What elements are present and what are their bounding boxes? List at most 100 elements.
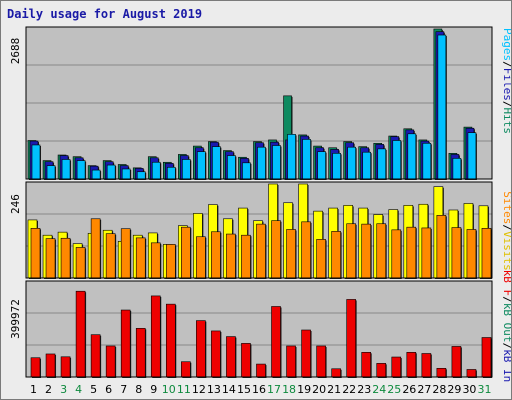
x-tick-label: 31: [477, 383, 491, 396]
x-tick-label: 8: [135, 383, 142, 396]
x-tick-label: 27: [417, 383, 431, 396]
pages-bar: [182, 159, 191, 180]
x-tick-label: 11: [177, 383, 191, 396]
sites-bar: [451, 227, 462, 279]
sites-bar: [75, 247, 86, 279]
kb-f-bar: [30, 357, 41, 378]
kb-f-bar: [451, 346, 462, 378]
x-tick-label: 29: [447, 383, 461, 396]
pages-bar: [166, 166, 176, 180]
pages-bar: [212, 146, 221, 180]
sites-bar: [256, 223, 266, 279]
x-tick-label: 30: [462, 383, 476, 396]
pages-bar: [317, 151, 326, 180]
kb-f-bar: [165, 303, 176, 378]
pages-bar: [287, 134, 296, 180]
legend-part: /: [501, 224, 511, 231]
x-tick-label: 3: [60, 383, 67, 396]
kb-f-bar: [436, 368, 447, 378]
x-tick-label: 6: [105, 383, 112, 396]
pages-bar: [76, 160, 86, 180]
x-tick-label: 23: [357, 383, 371, 396]
pages-bar: [452, 158, 462, 180]
sites-bar: [105, 233, 116, 279]
sites-bar: [135, 237, 146, 279]
sites-bar: [376, 223, 387, 279]
x-tick-label: 25: [387, 383, 401, 396]
x-tick-label: 5: [90, 383, 97, 396]
sites-bar: [181, 226, 191, 279]
kb-f-bar: [421, 353, 432, 378]
kb-f-bar: [226, 336, 236, 378]
legend-part: Sites: [501, 191, 511, 224]
kb-f-bar: [256, 363, 266, 378]
x-tick-label: 24: [372, 383, 386, 396]
legend-part: /: [501, 101, 511, 108]
pages-bar: [347, 146, 356, 180]
sites-bar: [331, 231, 341, 279]
panel-border: [25, 181, 493, 279]
x-axis-day-labels: 1 2 3 4 5 6 7 8 9 10 11 12 13 14 15 16 17 18 19 20 21 22 23 24 2…: [30, 383, 491, 396]
pages-bar: [91, 169, 101, 180]
sites-bar: [271, 220, 281, 279]
kb-f-bar: [361, 352, 372, 378]
middle-legend: Sites/Visits: [501, 191, 511, 271]
x-tick-label: 17: [267, 383, 281, 396]
sites-bar: [436, 215, 447, 279]
kb-f-bar: [60, 356, 71, 378]
kb-f-bar: [376, 363, 387, 378]
kb-f-bar: [211, 330, 221, 378]
legend-part: kB Out: [501, 303, 511, 343]
x-tick-label: 20: [312, 383, 326, 396]
kb-f-bar: [481, 337, 492, 378]
sites-bar: [301, 221, 311, 279]
pages-bar: [332, 153, 341, 180]
kb-f-bar: [316, 345, 326, 378]
x-tick-label: 21: [327, 383, 341, 396]
kb-f-bar: [75, 290, 86, 378]
top-axis-max-label: 2688: [9, 38, 22, 65]
x-tick-label: 15: [237, 383, 251, 396]
x-tick-label: 22: [342, 383, 356, 396]
hits-files-pages-panel: [25, 26, 493, 180]
x-tick-label: 7: [120, 383, 127, 396]
sites-bar: [120, 228, 131, 279]
pages-bar: [136, 171, 146, 180]
sites-bar: [60, 237, 71, 279]
legend-part: Hits: [501, 108, 511, 135]
x-tick-label: 9: [150, 383, 157, 396]
panel-border: [25, 280, 493, 378]
pages-bar: [61, 159, 71, 180]
kb-f-bar: [406, 352, 417, 378]
sites-bar: [286, 229, 296, 279]
x-tick-label: 26: [402, 383, 416, 396]
x-tick-label: 2: [45, 383, 52, 396]
sites-bar: [466, 229, 477, 279]
kb-f-bar: [466, 369, 477, 378]
kb-f-bar: [135, 328, 146, 378]
bottom-legend: kB F/kB Out/kB In: [501, 270, 511, 383]
kb-f-bar: [241, 343, 251, 378]
kb-f-bar: [90, 334, 101, 378]
x-tick-label: 13: [207, 383, 221, 396]
sites-bar: [361, 223, 372, 279]
sites-bar: [391, 229, 402, 279]
kb-f-bar: [105, 345, 116, 378]
kb-f-bar: [271, 306, 281, 378]
sites-bar: [45, 238, 56, 279]
legend-part: /: [501, 61, 511, 68]
sites-bar: [316, 239, 326, 279]
pages-bar: [197, 151, 206, 180]
visits-sites-panel: [25, 181, 493, 279]
pages-bar: [227, 155, 236, 180]
legend-part: kB F: [501, 270, 511, 297]
x-tick-label: 4: [75, 383, 82, 396]
sites-bar: [481, 228, 492, 279]
sites-bar: [150, 242, 161, 279]
pages-bar: [31, 144, 41, 180]
x-tick-label: 12: [192, 383, 206, 396]
legend-part: Pages: [501, 28, 511, 61]
sites-bar: [406, 226, 417, 279]
pages-bar: [121, 168, 131, 180]
pages-bar: [437, 34, 447, 180]
